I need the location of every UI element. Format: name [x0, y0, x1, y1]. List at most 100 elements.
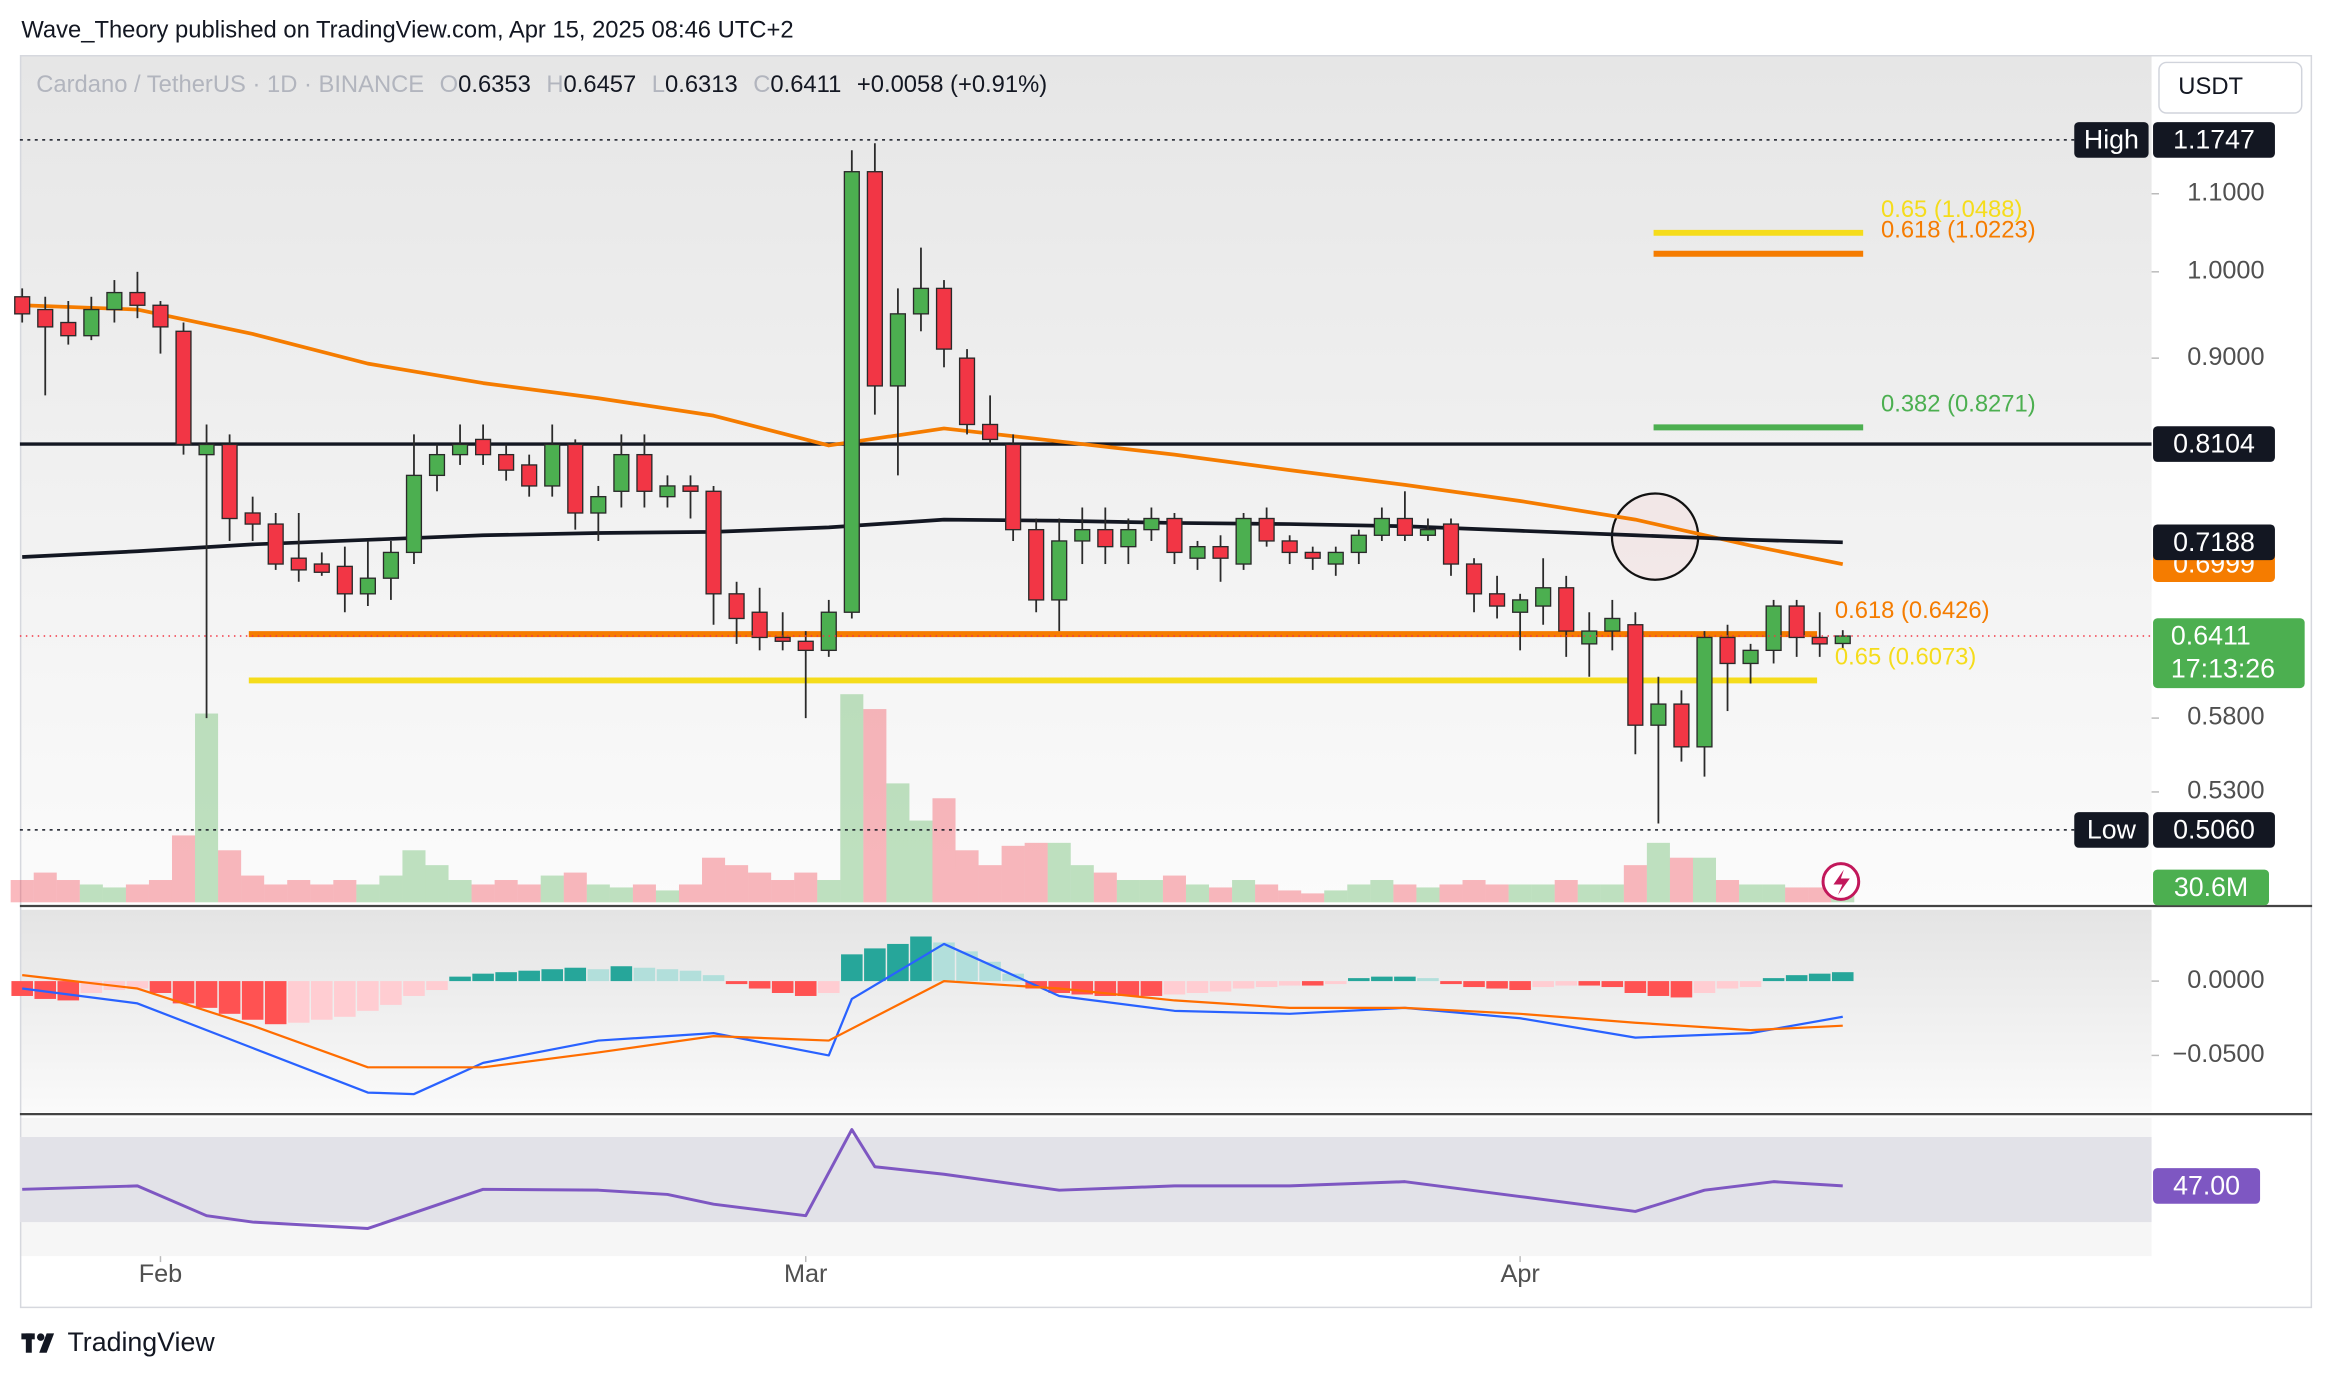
candle-body: [1650, 703, 1667, 726]
volume-bar: [1347, 884, 1371, 903]
histogram-bar: [564, 967, 587, 982]
volume-bar: [1209, 887, 1233, 903]
histogram-bar: [1624, 981, 1647, 993]
volume-bar: [609, 887, 633, 903]
volume-bar: [978, 865, 1002, 903]
candle-body: [1673, 703, 1690, 748]
histogram-bar: [426, 981, 448, 991]
volume-bar: [1785, 887, 1809, 903]
histogram-bar: [933, 942, 955, 982]
candle-body: [1604, 617, 1621, 632]
candle-body: [613, 453, 630, 492]
volume-bar: [171, 835, 196, 903]
candle-body: [1235, 517, 1252, 565]
badge-label: 0.8104: [2173, 429, 2255, 459]
candle-body: [1488, 593, 1506, 607]
histogram-bar: [1578, 981, 1601, 986]
volume-bar: [909, 820, 933, 903]
currency-button[interactable]: [2158, 61, 2303, 114]
candle-body: [659, 485, 676, 498]
histogram-bar: [748, 981, 771, 989]
volume-bar: [33, 872, 57, 903]
histogram-bar: [1808, 973, 1831, 982]
y-tick-label: 0.0000: [2187, 966, 2264, 994]
candle-body: [521, 464, 538, 487]
volume-bar: [1554, 880, 1578, 903]
frame: [19, 55, 2313, 1309]
candle-body: [313, 563, 330, 573]
volume-bar: [517, 884, 541, 903]
histogram-bar: [1140, 981, 1163, 996]
volume-bar: [79, 884, 103, 903]
volume-bar: [1001, 845, 1025, 903]
histogram-bar: [449, 976, 471, 982]
histogram-bar: [334, 981, 356, 1017]
histogram-bar: [610, 966, 633, 982]
candle-body: [797, 640, 814, 652]
histogram-bar: [794, 981, 817, 996]
volume-bar: [218, 850, 242, 903]
line: [22, 1128, 1843, 1230]
candle-body: [129, 291, 146, 306]
candle-body: [1051, 540, 1068, 601]
volume-bar: [1739, 884, 1763, 903]
histogram-bar: [34, 981, 57, 999]
candle-body: [1258, 517, 1275, 542]
candle-body: [1350, 534, 1367, 554]
histogram-bar: [1601, 981, 1624, 988]
volume-bar: [379, 875, 403, 903]
volume-bar: [748, 872, 772, 903]
histogram-bar: [195, 981, 218, 1008]
volume-bar: [333, 880, 357, 903]
badge-box: [2153, 869, 2269, 906]
badge-box: [2153, 524, 2275, 561]
x-tick-label: Apr: [1500, 1260, 1539, 1288]
histogram-bar: [656, 969, 679, 982]
candle-body: [705, 490, 722, 595]
candle-body: [451, 443, 469, 456]
badge-label: 47.00: [2173, 1170, 2240, 1200]
candle-body: [428, 453, 446, 477]
badge-label: 0.7188: [2173, 527, 2255, 557]
histogram-bar: [1048, 981, 1071, 993]
volume-bar: [1762, 884, 1786, 903]
candle-body: [1765, 605, 1782, 652]
ohlc-letter: C: [753, 71, 770, 98]
volume-bar: [794, 872, 818, 903]
volume-bar: [1185, 884, 1210, 903]
volume-bar: [494, 880, 518, 903]
volume-bar: [1116, 880, 1140, 903]
candle-body: [866, 171, 883, 387]
candle-body: [1834, 635, 1851, 645]
y-tick-label: 0.5300: [2187, 777, 2264, 805]
histogram-bar: [126, 981, 149, 989]
volume-bar: [310, 884, 334, 903]
badge-box: [2074, 812, 2149, 848]
histogram-bar: [1255, 981, 1278, 988]
candle-body: [1143, 517, 1160, 531]
volume-bar: [655, 890, 679, 903]
candle-body: [1558, 587, 1575, 632]
histogram-bar: [1532, 981, 1554, 988]
volume-bar: [102, 887, 126, 903]
volume-bar: [955, 850, 979, 903]
histogram-bar: [1117, 981, 1140, 996]
candle-body: [1281, 540, 1298, 554]
x-tick-label: Feb: [139, 1260, 183, 1288]
volume-bar: [1070, 865, 1094, 903]
candle-body: [1373, 517, 1390, 536]
histogram-bar: [1301, 981, 1324, 986]
candle-body: [1028, 528, 1045, 601]
histogram-bar: [1394, 976, 1416, 982]
y-tick-label: 1.1000: [2187, 178, 2264, 206]
volume-bar: [1162, 875, 1186, 903]
histogram-bar: [1555, 981, 1577, 986]
volume-bar: [632, 884, 656, 903]
candle-body: [37, 308, 54, 328]
candle-body: [1535, 587, 1552, 607]
symbol: Cardano / TetherUS · 1D · BINANCE: [36, 71, 424, 98]
volume-bar: [1093, 872, 1117, 903]
candle-body: [958, 357, 976, 426]
volume-bar: [471, 884, 495, 903]
volume-bar: [356, 884, 380, 903]
